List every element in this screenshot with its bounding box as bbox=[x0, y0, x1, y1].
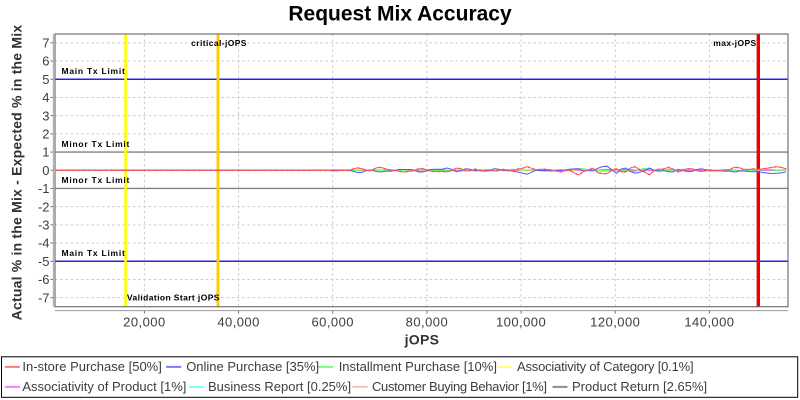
svg-text:Associativity of Category [0.1: Associativity of Category [0.1%] bbox=[517, 359, 693, 374]
svg-text:critical-jOPS: critical-jOPS bbox=[191, 38, 247, 48]
svg-text:Online Purchase [35%]: Online Purchase [35%] bbox=[186, 359, 319, 374]
svg-text:3: 3 bbox=[42, 108, 49, 123]
svg-text:jOPS: jOPS bbox=[404, 331, 440, 347]
svg-text:Main Tx Limit: Main Tx Limit bbox=[62, 66, 126, 76]
svg-text:80,000: 80,000 bbox=[406, 315, 448, 330]
svg-text:60,000: 60,000 bbox=[312, 315, 354, 330]
svg-text:Business Report [0.25%]: Business Report [0.25%] bbox=[208, 379, 351, 394]
svg-text:max-jOPS: max-jOPS bbox=[713, 38, 756, 48]
svg-text:Installment Purchase [10%]: Installment Purchase [10%] bbox=[339, 359, 497, 374]
svg-text:0: 0 bbox=[42, 163, 49, 178]
svg-text:Minor Tx Limit: Minor Tx Limit bbox=[62, 175, 131, 185]
svg-text:7: 7 bbox=[42, 35, 49, 50]
svg-text:Minor Tx Limit: Minor Tx Limit bbox=[62, 139, 131, 149]
svg-text:-1: -1 bbox=[38, 181, 50, 196]
svg-text:-6: -6 bbox=[38, 272, 50, 287]
svg-text:20,000: 20,000 bbox=[123, 315, 165, 330]
svg-text:40,000: 40,000 bbox=[217, 315, 259, 330]
svg-text:-5: -5 bbox=[38, 254, 50, 269]
svg-text:Associativity of Product [1%]: Associativity of Product [1%] bbox=[22, 379, 186, 394]
svg-text:-4: -4 bbox=[38, 236, 50, 251]
svg-text:2: 2 bbox=[42, 126, 49, 141]
svg-text:4: 4 bbox=[42, 90, 49, 105]
svg-text:-3: -3 bbox=[38, 217, 50, 232]
svg-text:100,000: 100,000 bbox=[496, 315, 546, 330]
svg-text:5: 5 bbox=[42, 72, 49, 87]
svg-text:Actual % in the Mix - Expected: Actual % in the Mix - Expected % in the … bbox=[9, 25, 25, 321]
svg-text:Validation Start jOPS: Validation Start jOPS bbox=[127, 292, 220, 302]
svg-text:In-store Purchase [50%]: In-store Purchase [50%] bbox=[22, 359, 161, 374]
svg-text:Main Tx Limit: Main Tx Limit bbox=[62, 248, 126, 258]
svg-text:120,000: 120,000 bbox=[590, 315, 640, 330]
svg-text:-7: -7 bbox=[38, 290, 50, 305]
svg-text:6: 6 bbox=[42, 54, 49, 69]
svg-text:Product Return [2.65%]: Product Return [2.65%] bbox=[572, 379, 707, 394]
svg-text:Request Mix Accuracy: Request Mix Accuracy bbox=[288, 3, 512, 26]
svg-text:140,000: 140,000 bbox=[684, 315, 734, 330]
svg-text:Customer Buying Behavior [1%]: Customer Buying Behavior [1%] bbox=[372, 379, 547, 394]
svg-text:1: 1 bbox=[42, 145, 49, 160]
svg-text:-2: -2 bbox=[38, 199, 50, 214]
